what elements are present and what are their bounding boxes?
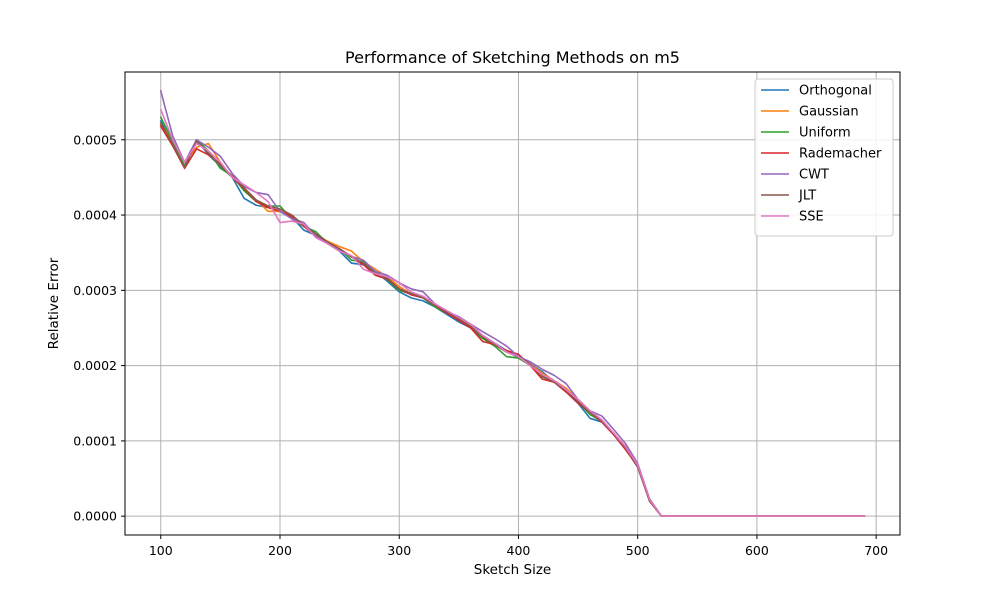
legend-box [754,78,894,237]
x-tick-label: 300 [387,543,411,558]
legend-label-jlt: JLT [798,189,816,204]
x-tick-label: 500 [626,543,650,558]
chart-title: Performance of Sketching Methods on m5 [345,48,680,67]
series-line-sse [159,108,866,517]
legend-label-orthogonal: Orthogonal [799,84,872,99]
y-tick-label: 0.0003 [73,283,117,298]
y-tick-label: 0.0000 [73,509,117,524]
grid [125,72,900,535]
y-tick-label: 0.0001 [73,433,117,448]
legend-label-sse: SSE [799,210,824,225]
x-tick-label: 200 [268,543,292,558]
legend-label-rademacher: Rademacher [799,147,882,162]
x-tick-label: 700 [864,543,888,558]
y-tick-label: 0.0004 [73,208,117,223]
x-tick-label: 600 [745,543,769,558]
y-tick-label: 0.0002 [73,358,117,373]
y-axis-ticks: 0.0000 0.0001 0.0002 0.0003 0.0004 0.0005 [73,132,125,524]
x-axis-label: Sketch Size [474,562,552,578]
x-tick-label: 100 [149,543,173,558]
legend-label-cwt: CWT [799,168,829,183]
legend-label-gaussian: Gaussian [799,105,859,120]
x-axis-ticks: 100 200 300 400 500 600 700 [149,535,888,558]
series-lines [159,89,866,517]
plot-frame [124,71,901,536]
x-tick-label: 400 [507,543,531,558]
legend: Orthogonal Gaussian Uniform Rademacher CWT JL… [754,78,894,237]
legend-label-uniform: Uniform [799,126,851,141]
y-tick-label: 0.0005 [73,132,117,147]
y-axis-label: Relative Error [46,257,62,349]
